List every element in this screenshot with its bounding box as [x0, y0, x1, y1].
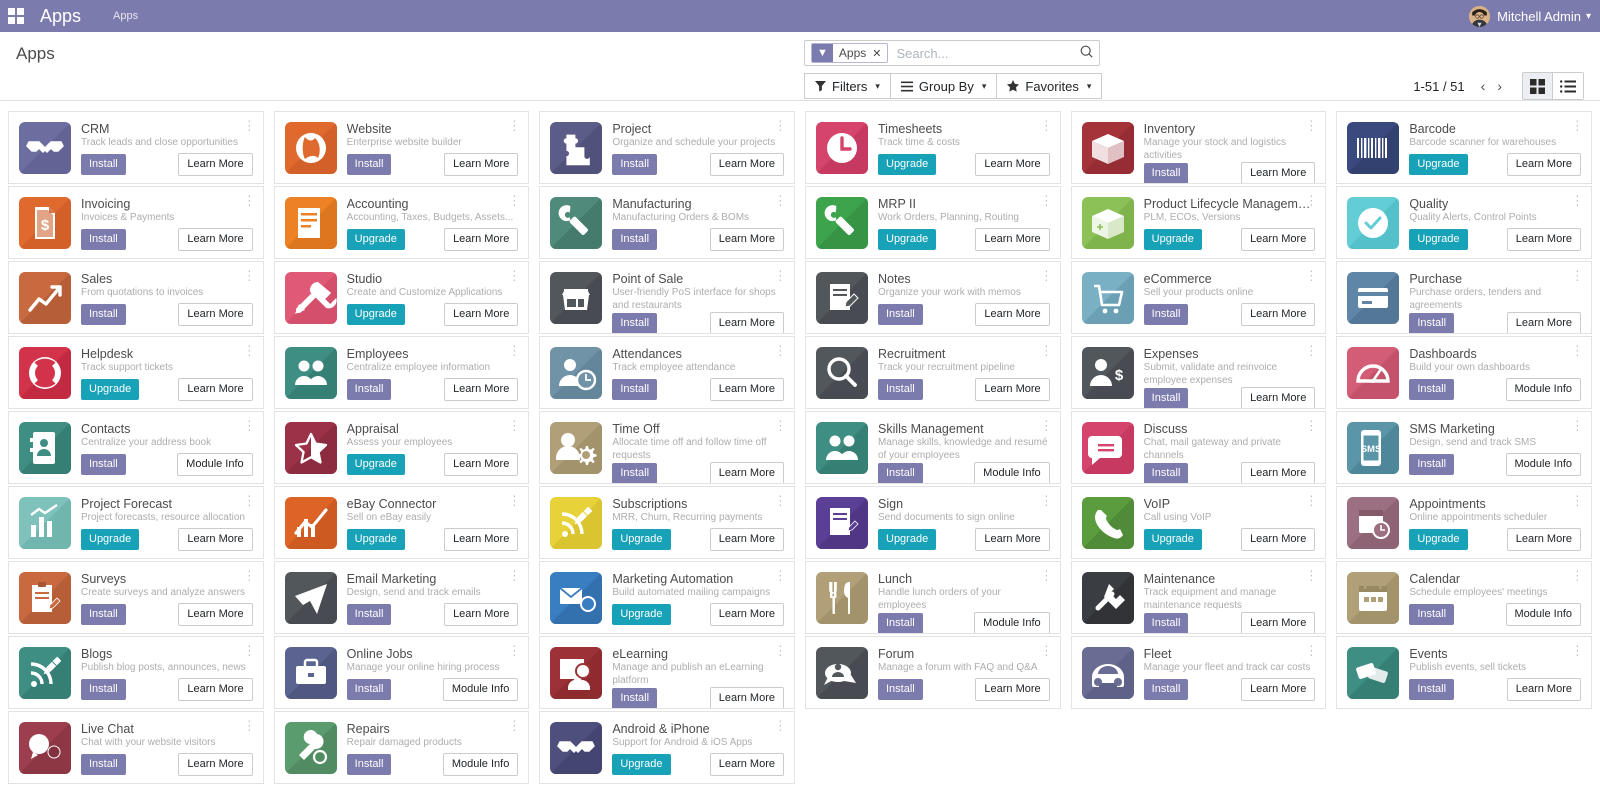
svg-text:$: $ — [41, 217, 50, 234]
svg-text:$: $ — [1114, 367, 1123, 384]
svg-text:SMS: SMS — [1361, 444, 1382, 455]
